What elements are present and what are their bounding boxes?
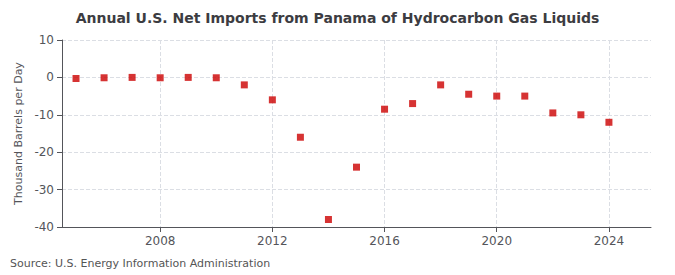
svg-text:-20: -20 — [34, 145, 54, 159]
svg-text:2016: 2016 — [369, 234, 400, 248]
svg-text:Source: U.S. Energy Informatio: Source: U.S. Energy Information Administ… — [10, 257, 270, 270]
svg-text:-30: -30 — [34, 183, 54, 197]
svg-text:2020: 2020 — [481, 234, 512, 248]
svg-text:0: 0 — [46, 70, 54, 84]
svg-text:Annual U.S. Net Imports from P: Annual U.S. Net Imports from Panama of H… — [76, 10, 600, 26]
svg-text:Thousand Barrels per Day: Thousand Barrels per Day — [12, 62, 25, 206]
svg-text:2024: 2024 — [594, 234, 625, 248]
svg-text:10: 10 — [39, 33, 54, 47]
svg-text:-40: -40 — [34, 220, 54, 234]
svg-text:-10: -10 — [34, 108, 54, 122]
svg-text:2008: 2008 — [145, 234, 176, 248]
svg-text:2012: 2012 — [257, 234, 288, 248]
